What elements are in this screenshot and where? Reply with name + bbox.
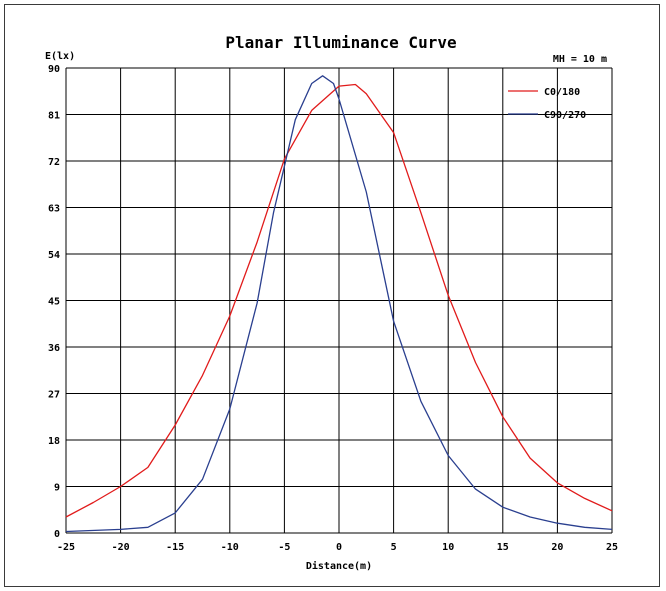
y-tick-label: 27 <box>48 390 60 401</box>
x-tick-label: 15 <box>497 542 509 553</box>
x-tick-label: -10 <box>221 542 239 553</box>
x-tick-label: 5 <box>391 542 397 553</box>
x-tick-label: -15 <box>166 542 184 553</box>
illuminance-chart: Planar Illuminance Curve MH = 10 m E(lx)… <box>45 33 618 572</box>
legend: C0/180 C90/270 <box>508 87 586 121</box>
x-tick-label: -20 <box>112 542 130 553</box>
x-tick-label: 10 <box>442 542 454 553</box>
x-tick-label: 0 <box>336 542 342 553</box>
y-tick-label: 9 <box>54 483 60 494</box>
x-tick-label: 20 <box>551 542 563 553</box>
y-tick-label: 63 <box>48 204 60 215</box>
legend-label: C0/180 <box>544 87 580 98</box>
chart-title: Planar Illuminance Curve <box>225 33 456 52</box>
y-tick-label: 54 <box>48 250 60 261</box>
y-axis-label: E(lx) <box>45 51 75 62</box>
tick-labels: -25 -20 -15 -10 -5 0 5 10 15 20 25 0 9 18 27 36 45 54 63 72… <box>48 64 618 553</box>
x-tick-label: 25 <box>606 542 618 553</box>
x-tick-label: -5 <box>278 542 290 553</box>
chart-subtitle: MH = 10 m <box>553 54 607 65</box>
x-axis-label: Distance(m) <box>306 560 372 572</box>
y-tick-label: 45 <box>48 297 60 308</box>
y-tick-label: 18 <box>48 436 60 447</box>
y-tick-label: 36 <box>48 343 60 354</box>
x-tick-label: -25 <box>57 542 75 553</box>
series-line-1 <box>65 75 613 533</box>
chart-frame: Planar Illuminance Curve MH = 10 m E(lx)… <box>4 4 660 587</box>
series-line-0 <box>65 83 613 518</box>
y-tick-label: 81 <box>48 111 60 122</box>
y-tick-label: 90 <box>48 64 60 75</box>
y-tick-label: 0 <box>54 529 60 540</box>
legend-label: C90/270 <box>544 110 586 121</box>
grid <box>65 67 613 534</box>
series-layer <box>65 75 613 533</box>
y-tick-label: 72 <box>48 157 60 168</box>
